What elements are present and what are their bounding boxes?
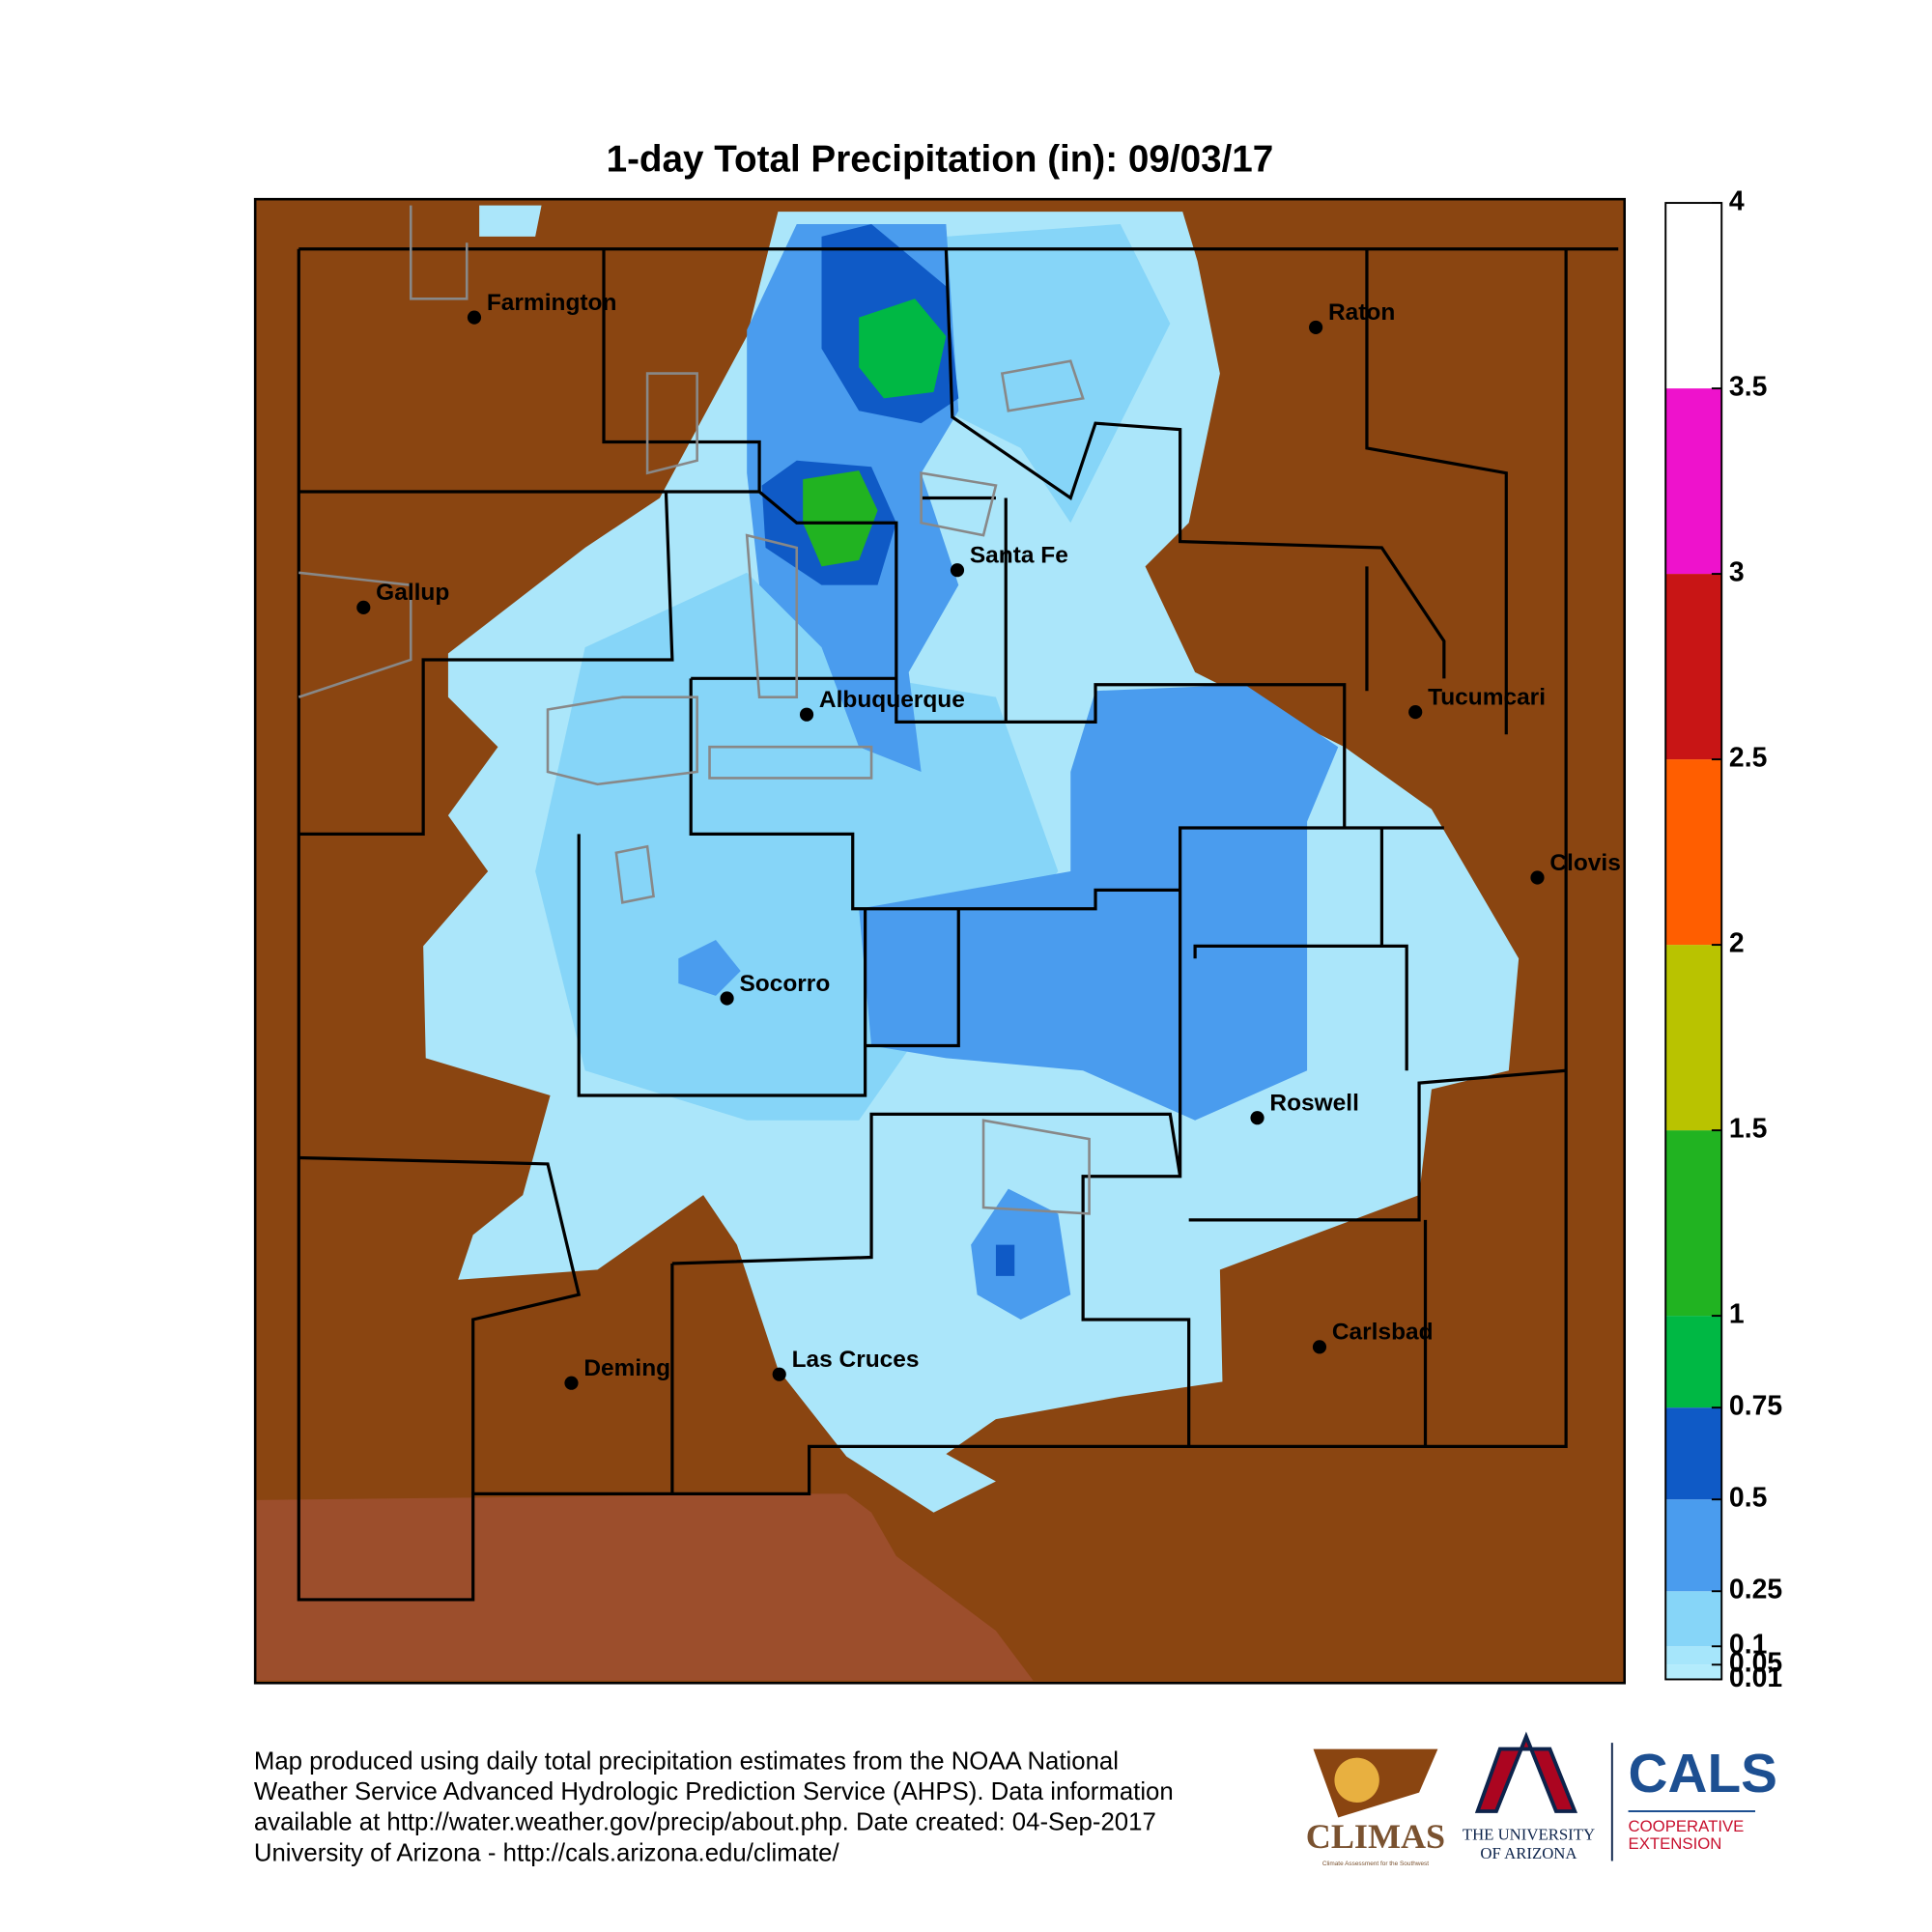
- city-dot: [1530, 870, 1545, 885]
- colorbar-tick-label: 2.5: [1729, 743, 1767, 774]
- logo-text: Climate Assessment for the Southwest: [1322, 1861, 1429, 1867]
- colorbar-segment: [1665, 945, 1722, 1131]
- logo-text: OF ARIZONA: [1480, 1844, 1577, 1862]
- colorbar-tick-label: 0.75: [1729, 1391, 1782, 1422]
- logo-text: COOPERATIVE: [1629, 1817, 1745, 1835]
- colorbar-tick-label: 0.01: [1729, 1662, 1782, 1693]
- footer-line: University of Arizona - http://cals.ariz…: [254, 1839, 840, 1866]
- logo-text: EXTENSION: [1629, 1834, 1722, 1853]
- city-dot: [356, 600, 371, 614]
- colorbar-tick-label: 0.1: [1729, 1630, 1767, 1661]
- state-border: [297, 247, 1619, 1602]
- precip-area: [479, 205, 542, 237]
- county-lines: [297, 205, 1619, 1602]
- colorbar-tick-label: 4: [1729, 186, 1745, 217]
- colorbar-tick-label: 0.05: [1729, 1648, 1782, 1679]
- city-label: Socorro: [739, 971, 830, 997]
- precip-area: [859, 298, 947, 399]
- colorbar-segment: [1665, 1316, 1722, 1408]
- logo-text: CALS: [1629, 1744, 1777, 1804]
- colorbar-tick-label: 3: [1729, 557, 1745, 588]
- city-boundary: [298, 205, 1091, 1215]
- city-label: Deming: [583, 1355, 670, 1381]
- colorbar-tick-label: 3.5: [1729, 372, 1767, 403]
- city-label: Gallup: [376, 580, 449, 606]
- map: Farmington Raton Gallup Santa Fe Tucumcari Al…: [253, 197, 1626, 1685]
- city-label: Carlsbad: [1332, 1320, 1434, 1346]
- city-dot: [1408, 705, 1423, 720]
- colorbar-segment: [1665, 759, 1722, 946]
- city-dot: [720, 991, 734, 1006]
- city-dot: [564, 1376, 579, 1390]
- colorbar-segment: [1665, 1130, 1722, 1317]
- precip-area: [995, 1244, 1015, 1276]
- colorbar-tick-label: 0.25: [1729, 1575, 1782, 1605]
- footer-line: Map produced using daily total precipita…: [254, 1748, 1119, 1776]
- county-line: [298, 248, 1567, 1494]
- mexico-region: [255, 1493, 1034, 1681]
- precip-area: [803, 470, 878, 567]
- precip-area: [678, 939, 741, 996]
- logo-text: CLIMAS: [1306, 1817, 1445, 1856]
- colorbar-segment: [1665, 1407, 1722, 1500]
- colorbar-segment: [1665, 203, 1722, 389]
- colorbar-frame: [1664, 202, 1723, 1681]
- city-label: Clovis: [1549, 850, 1620, 876]
- colorbar-tick-label: 2: [1729, 928, 1745, 959]
- city-dot: [772, 1367, 786, 1381]
- city-label: Santa Fe: [970, 542, 1068, 568]
- city-dot: [467, 310, 482, 325]
- precip-area: [859, 684, 1339, 1121]
- city-dot: [1250, 1111, 1264, 1125]
- city-dot: [1312, 1340, 1327, 1354]
- city-dot: [950, 563, 965, 578]
- colorbar-tick-label: 0.5: [1729, 1483, 1767, 1514]
- map-frame: [253, 197, 1626, 1685]
- colorbar-segment: [1665, 388, 1722, 575]
- logos: CLIMAS Climate Assessment for the Southw…: [1306, 1731, 1777, 1867]
- ua-logo: [1474, 1731, 1578, 1813]
- precip-area: [971, 1188, 1071, 1320]
- colorbar: 0.010.050.1 0.25 0.5 0.75 1 1.5 2 2.5 3 3.5 4: [1664, 186, 1782, 1693]
- city-label: Raton: [1328, 299, 1395, 326]
- colorbar-segment: [1665, 1646, 1722, 1665]
- city-dot: [1309, 320, 1323, 335]
- logo-text: THE UNIVERSITY: [1463, 1826, 1595, 1844]
- colorbar-segment: [1665, 574, 1722, 760]
- city-dot: [799, 707, 814, 722]
- colorbar-tick-label: 1: [1729, 1299, 1745, 1330]
- city-labels: Farmington Raton Gallup Santa Fe Tucumcari Al…: [356, 290, 1621, 1390]
- city-label: Farmington: [487, 290, 617, 316]
- city-label: Las Cruces: [792, 1347, 920, 1373]
- colorbar-segment: [1665, 1591, 1722, 1647]
- footer-line: Weather Service Advanced Hydrologic Pred…: [254, 1778, 1174, 1805]
- footer-text: Map produced using daily total precipita…: [254, 1748, 1174, 1867]
- colorbar-tick-label: 1.5: [1729, 1114, 1767, 1145]
- map-title: 1-day Total Precipitation (in): 09/03/17: [607, 139, 1274, 181]
- climas-icon: [1334, 1757, 1379, 1803]
- city-label: Albuquerque: [819, 687, 965, 713]
- colorbar-segment: [1665, 1499, 1722, 1592]
- footer-line: available at http://water.weather.gov/pr…: [254, 1809, 1156, 1836]
- precip-area: [946, 223, 1171, 524]
- city-label: Roswell: [1269, 1091, 1358, 1117]
- city-label: Tucumcari: [1428, 684, 1546, 710]
- colorbar-segment: [1665, 1664, 1722, 1680]
